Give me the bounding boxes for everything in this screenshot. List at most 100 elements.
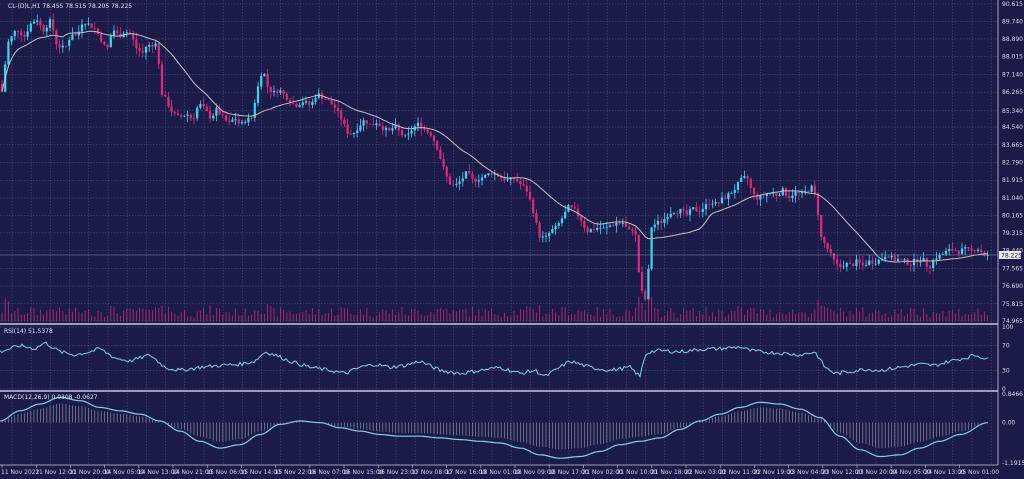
candle-body <box>800 191 804 194</box>
candle-body <box>759 195 762 200</box>
candle-body <box>724 197 727 199</box>
candle-body <box>554 225 557 230</box>
candle-body <box>48 19 52 28</box>
candle-body <box>484 175 487 178</box>
candle-body <box>666 217 669 220</box>
candle-body <box>295 103 298 107</box>
candle-body <box>429 132 432 136</box>
price-tick-label: 84.540 <box>1002 124 1023 131</box>
candle-body <box>832 253 836 260</box>
candle-body <box>90 23 93 29</box>
candle-body <box>68 40 71 46</box>
price-tick-label: 76.690 <box>1002 283 1023 290</box>
x-tick-label: 22 Nov 19:00 <box>753 469 794 476</box>
candle-body <box>256 86 260 103</box>
candle-body <box>87 23 90 25</box>
candle-body <box>362 120 365 126</box>
candle-body <box>900 258 903 260</box>
candle-body <box>730 192 733 194</box>
candle-body <box>282 90 285 94</box>
candle-body <box>772 193 775 194</box>
current-price-label-bg <box>999 251 1021 259</box>
candle-body <box>42 25 45 32</box>
candle-body <box>7 41 10 65</box>
candle-body <box>736 181 740 190</box>
candle-body <box>455 183 458 185</box>
candle-body <box>717 202 720 204</box>
candle-body <box>746 176 749 179</box>
price-pane[interactable] <box>0 13 998 321</box>
candle-body <box>55 30 58 45</box>
candle-body <box>954 250 957 252</box>
candle-body <box>871 260 874 264</box>
x-tick-label: 11 Nov 20:00 <box>69 469 110 476</box>
candle-body <box>336 107 340 111</box>
candle-body <box>170 106 173 113</box>
candle-body <box>794 191 797 196</box>
candle-body <box>308 101 311 105</box>
candle-body <box>490 173 493 175</box>
candle-body <box>74 34 77 36</box>
candle-body <box>557 223 560 226</box>
price-tick-label: 88.890 <box>1002 36 1023 43</box>
candle-body <box>682 208 685 211</box>
price-tick-label: 86.265 <box>1002 89 1023 96</box>
candle-body <box>813 185 816 194</box>
x-tick-label: 22 Nov 11:00 <box>719 469 760 476</box>
candle-body <box>160 64 164 95</box>
candle-body <box>464 171 468 179</box>
candle-body <box>599 227 602 229</box>
candle-body <box>397 124 400 131</box>
candle-body <box>84 24 87 26</box>
x-tick-label: 14 Nov 21:00 <box>172 469 213 476</box>
candle-body <box>202 103 205 107</box>
candle-body <box>932 259 935 268</box>
candle-body <box>333 104 336 108</box>
candle-body <box>407 133 410 135</box>
price-tick-label: 75.815 <box>1002 301 1023 308</box>
candle-body <box>810 185 813 192</box>
candle-body <box>752 187 756 195</box>
candle-body <box>573 207 576 209</box>
candle-body <box>416 122 420 127</box>
candle-body <box>506 179 509 181</box>
candle-body <box>58 44 61 48</box>
price-tick-label: 82.790 <box>1002 160 1023 167</box>
candle-body <box>874 263 877 265</box>
x-tick-label: 23 Nov 20:00 <box>856 469 897 476</box>
candle-body <box>612 225 615 227</box>
candle-body <box>247 117 250 123</box>
candle-body <box>298 105 301 107</box>
candle-body <box>695 207 698 212</box>
candle-body <box>116 30 119 34</box>
candle-body <box>218 108 221 115</box>
candle-body <box>948 248 951 251</box>
candle-body <box>720 197 724 204</box>
candle-body <box>528 191 532 200</box>
candle-body <box>442 159 445 167</box>
candle-body <box>173 112 176 114</box>
candle-body <box>500 176 503 178</box>
candle-body <box>967 247 970 249</box>
candle-body <box>986 254 989 256</box>
candle-body <box>698 211 701 213</box>
macd-pane[interactable] <box>0 396 989 459</box>
candle-body <box>538 222 541 238</box>
candle-body <box>964 247 967 249</box>
candle-body <box>960 248 964 254</box>
candle-body <box>679 208 682 214</box>
candle-body <box>893 255 896 261</box>
rsi-tick-label: 100 <box>1002 324 1014 331</box>
candle-body <box>592 229 596 231</box>
candle-body <box>266 73 269 87</box>
rsi-pane[interactable] <box>0 341 989 378</box>
candle-body <box>583 220 586 228</box>
candle-body <box>64 45 68 47</box>
candle-body <box>71 34 74 41</box>
candle-body <box>452 184 455 186</box>
candle-body <box>836 259 839 264</box>
candle-body <box>103 41 106 45</box>
candle-body <box>660 220 663 223</box>
candle-body <box>656 220 660 225</box>
